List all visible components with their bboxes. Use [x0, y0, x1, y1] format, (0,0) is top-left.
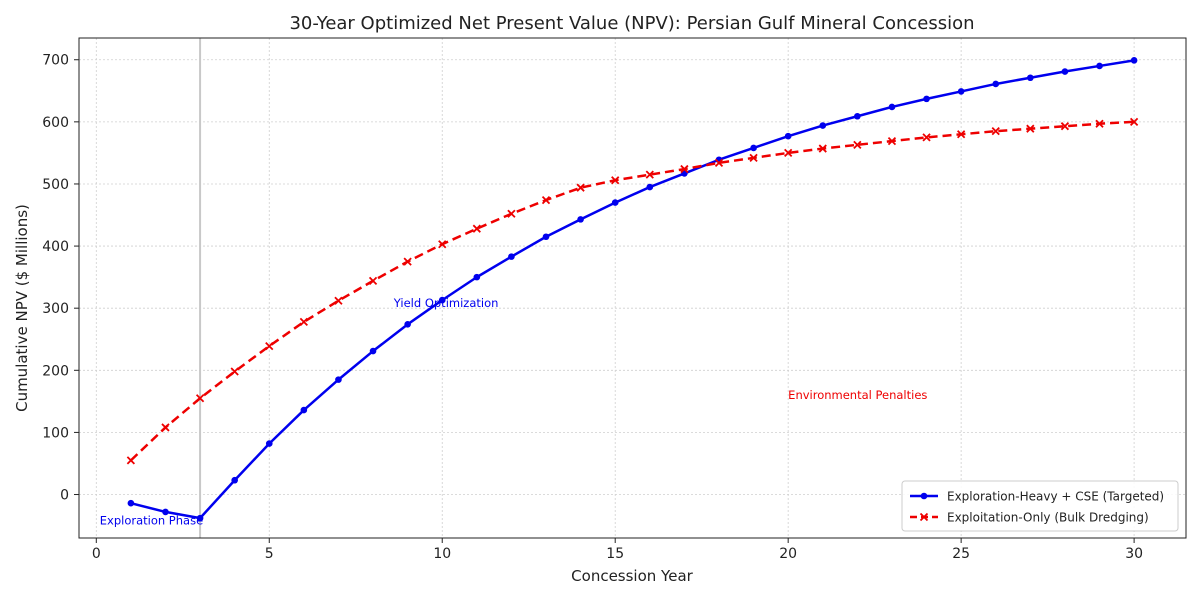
- data-point: [854, 112, 861, 120]
- data-point: [299, 317, 308, 326]
- data-point: [680, 164, 689, 174]
- x-tick-label: 15: [606, 546, 624, 562]
- y-tick-label: 200: [42, 363, 69, 379]
- data-point: [887, 136, 897, 146]
- annotation: Environmental Penalties: [788, 388, 927, 402]
- data-point: [922, 133, 931, 142]
- data-point: [231, 476, 238, 484]
- annotations: Exploration Phase Yield Optimization Envir…: [100, 296, 928, 527]
- grid: [79, 38, 1186, 538]
- x-tick-label: 0: [92, 546, 101, 562]
- data-point: [265, 440, 273, 447]
- data-point: [714, 158, 724, 167]
- data-point: [611, 199, 619, 206]
- data-point: [611, 176, 620, 185]
- data-point: [1096, 62, 1103, 70]
- y-tick-label: 400: [42, 239, 69, 255]
- data-point: [127, 499, 135, 507]
- data-point: [334, 296, 343, 305]
- data-point: [645, 170, 654, 179]
- annotation: Exploration Phase: [100, 513, 203, 527]
- data-point: [1061, 68, 1069, 75]
- data-point: [888, 103, 896, 111]
- data-point: [749, 153, 758, 163]
- data-point: [577, 216, 584, 223]
- data-point: [750, 144, 757, 152]
- data-point: [784, 148, 793, 158]
- data-point: [403, 257, 412, 266]
- data-point: [1095, 119, 1104, 128]
- data-point: [541, 195, 551, 205]
- data-point: [1129, 117, 1139, 126]
- data-point: [369, 347, 377, 355]
- legend-box: [901, 480, 1179, 532]
- x-axis-label: Concession Year: [571, 567, 693, 585]
- data-point: [853, 140, 862, 149]
- y-tick-label: 300: [42, 301, 69, 317]
- x-tick-label: 5: [265, 546, 274, 562]
- data-point: [507, 209, 516, 218]
- data-point: [784, 132, 792, 140]
- data-point: [472, 224, 481, 233]
- legend-label: Exploration-Heavy + CSE (Targeted): [947, 490, 1164, 504]
- legend-marker: [919, 512, 929, 522]
- series-exploitation-only: [126, 117, 1139, 465]
- legend-label: Exploitation-Only (Bulk Dredging): [947, 511, 1149, 525]
- annotation: Yield Optimization: [393, 296, 499, 310]
- chart-title: 30-Year Optimized Net Present Value (NPV…: [289, 13, 974, 34]
- data-point: [819, 122, 827, 129]
- y-tick-label: 0: [60, 488, 69, 504]
- series-line: [130, 120, 1135, 462]
- data-point: [196, 514, 204, 522]
- x-tick-label: 25: [952, 546, 970, 562]
- data-point: [576, 183, 585, 192]
- y-axis-label: Cumulative NPV ($ Millions): [13, 204, 31, 412]
- data-point: [1026, 124, 1035, 133]
- data-point: [438, 240, 447, 249]
- y-tick-label: 600: [42, 115, 69, 131]
- legend-marker: [920, 492, 928, 500]
- legend: Exploration-Heavy + CSE (Targeted) Exploi…: [901, 480, 1179, 532]
- data-point: [646, 183, 654, 191]
- data-point: [438, 296, 446, 304]
- y-tick-label: 500: [42, 177, 69, 193]
- data-point: [161, 423, 170, 432]
- data-point: [818, 144, 827, 153]
- series-line: [130, 59, 1135, 520]
- data-point: [195, 394, 205, 403]
- data-point: [265, 341, 274, 351]
- y-tick-label: 100: [42, 425, 69, 441]
- data-point: [957, 130, 966, 139]
- data-point: [992, 80, 1000, 88]
- data-point: [923, 95, 930, 103]
- data-point: [300, 406, 308, 414]
- x-tick-label: 20: [779, 546, 797, 562]
- data-point: [957, 88, 965, 95]
- series-exploration-heavy: [127, 57, 1138, 522]
- data-point: [1027, 74, 1034, 82]
- data-point: [404, 321, 411, 328]
- x-tick-label: 10: [433, 546, 451, 562]
- data-point: [542, 233, 550, 241]
- data-point: [1130, 57, 1138, 64]
- data-point: [1060, 122, 1070, 131]
- series-layer: [126, 57, 1139, 522]
- data-point: [335, 376, 342, 383]
- plot-frame: [78, 37, 1187, 539]
- y-tick-label: 700: [42, 53, 69, 69]
- data-point: [368, 276, 378, 285]
- data-point: [991, 127, 1000, 136]
- data-point: [508, 253, 515, 260]
- data-point: [162, 508, 169, 516]
- data-point: [473, 273, 481, 281]
- data-point: [230, 367, 239, 376]
- x-tick-label: 30: [1125, 546, 1143, 562]
- data-point: [126, 456, 136, 465]
